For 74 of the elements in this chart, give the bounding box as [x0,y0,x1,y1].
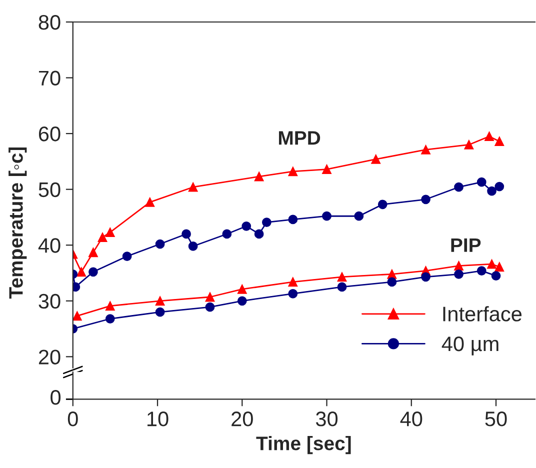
point [237,284,247,294]
point [262,218,272,227]
point [105,314,115,324]
point [105,301,115,311]
point [322,211,332,221]
x-tick-label: 0 [68,412,78,426]
point [288,288,298,298]
y-tick-label: 70 [38,70,60,86]
point [122,252,132,261]
x-tick-label: 50 [485,412,507,426]
point [155,307,165,317]
point [254,172,264,182]
x-tick-label: 30 [316,412,338,426]
point [98,232,108,242]
y-tick-label: 50 [38,182,60,198]
point [155,296,165,306]
point [476,177,486,187]
point [494,182,504,192]
y-tick-label: 40 [38,238,60,253]
legend-label: Interface [443,306,522,322]
point [387,269,397,279]
y-tick-label: 80 [38,14,60,30]
point [354,211,364,221]
point [105,228,115,237]
point [88,248,98,258]
point [288,166,298,176]
point [494,262,504,272]
point [145,197,155,207]
point [476,266,486,276]
annotation: MPD [278,131,320,145]
y-tick-label: 60 [38,126,60,142]
y-axis-title: Temperature [◦c] [8,147,27,299]
point [454,182,464,192]
point [72,311,82,321]
point [487,186,496,196]
point [464,140,474,150]
point [205,292,215,302]
y-tick-label: 30 [38,294,60,309]
point [484,132,494,142]
point [205,302,215,312]
x-tick-label: 10 [148,412,168,426]
point [222,229,232,239]
point [188,182,198,192]
point [378,200,388,210]
point [322,164,332,174]
point [254,229,264,239]
point [454,261,464,270]
point [421,145,430,154]
legend-label: 40 µm [442,336,498,356]
point [76,267,86,277]
point [387,277,397,287]
text: 0 [50,390,61,405]
point [337,282,347,292]
point [337,272,347,282]
point [242,221,252,231]
point [421,194,430,204]
x-tick-label: 40 [400,412,422,426]
point [421,272,430,282]
point [188,242,198,251]
x-axis-title: Time [sec] [256,436,351,454]
point [182,229,191,239]
point [371,154,381,164]
point [155,239,165,249]
point [491,271,501,280]
point [288,214,298,224]
y-tick-label: 20 [38,350,60,364]
x-tick-label: 20 [232,412,253,426]
point [88,267,98,277]
point [237,296,247,306]
point [454,269,464,279]
annotation: PIP [451,238,481,252]
point [288,277,298,287]
point [494,136,504,146]
point [487,259,496,269]
